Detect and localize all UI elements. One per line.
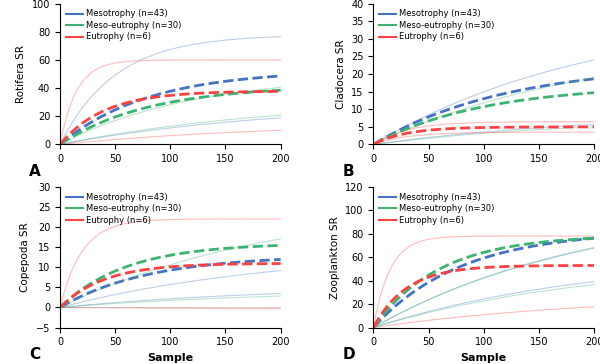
Legend: Mesotrophy (n=43), Meso-eutrophy (n=30), Eutrophy (n=6): Mesotrophy (n=43), Meso-eutrophy (n=30),…: [377, 8, 496, 43]
Y-axis label: Rotifera SR: Rotifera SR: [16, 45, 26, 103]
Y-axis label: Cladocera SR: Cladocera SR: [335, 39, 346, 109]
X-axis label: Sample: Sample: [147, 353, 193, 363]
Y-axis label: Zooplankton SR: Zooplankton SR: [329, 216, 340, 298]
X-axis label: Sample: Sample: [461, 353, 507, 363]
Legend: Mesotrophy (n=43), Meso-eutrophy (n=30), Eutrophy (n=6): Mesotrophy (n=43), Meso-eutrophy (n=30),…: [64, 8, 183, 43]
Y-axis label: Copepoda SR: Copepoda SR: [20, 222, 31, 292]
Text: D: D: [343, 347, 355, 362]
Legend: Mesotrophy (n=43), Meso-eutrophy (n=30), Eutrophy (n=6): Mesotrophy (n=43), Meso-eutrophy (n=30),…: [64, 191, 183, 226]
Text: C: C: [29, 347, 40, 362]
Legend: Mesotrophy (n=43), Meso-eutrophy (n=30), Eutrophy (n=6): Mesotrophy (n=43), Meso-eutrophy (n=30),…: [377, 191, 496, 226]
Text: B: B: [343, 164, 354, 179]
Text: A: A: [29, 164, 41, 179]
